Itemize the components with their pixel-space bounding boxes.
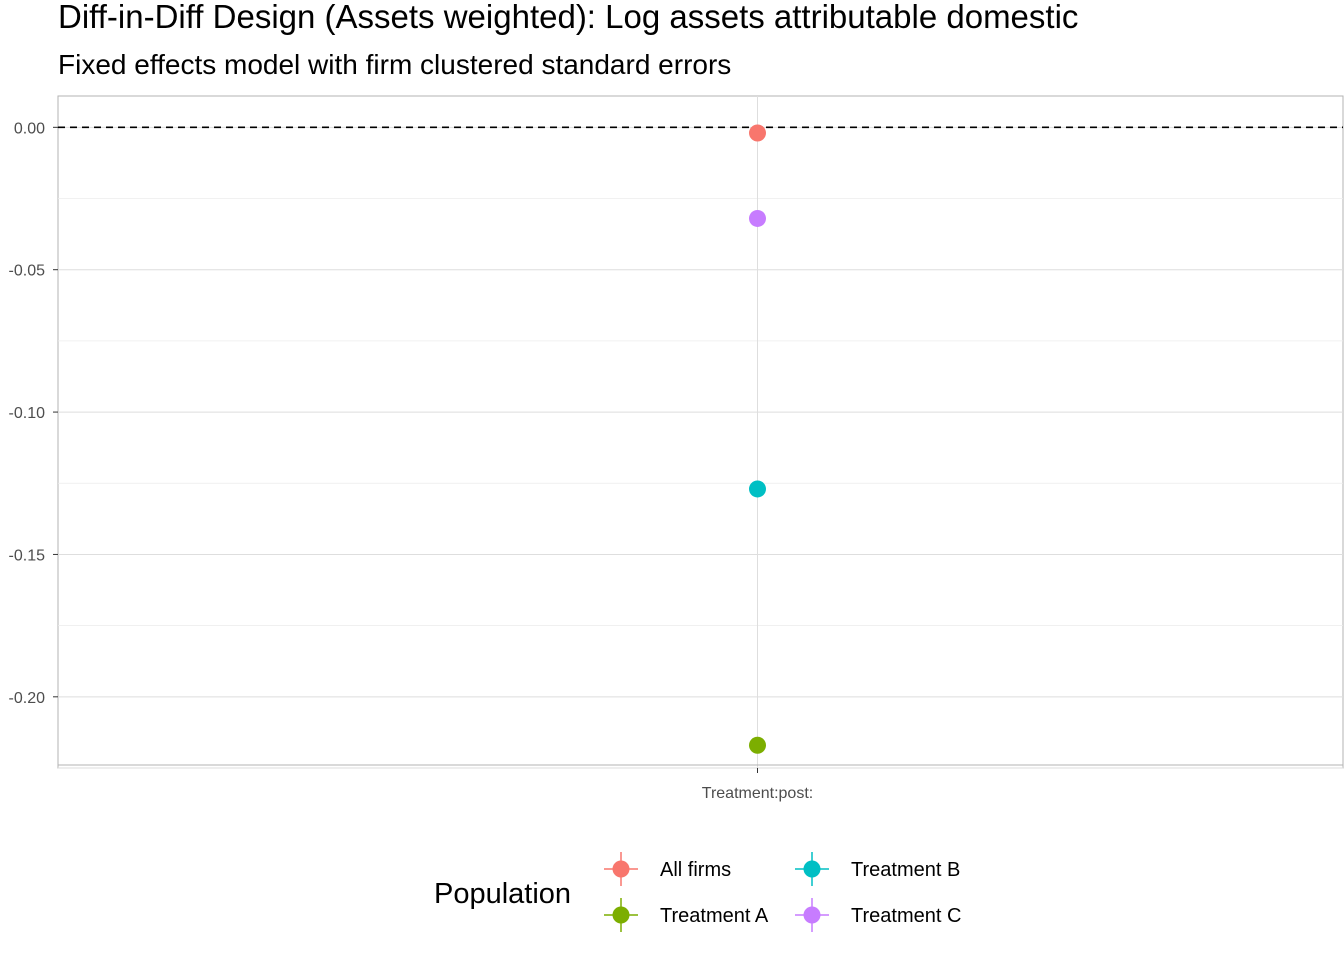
legend-key-point bbox=[612, 860, 630, 878]
data-point bbox=[749, 736, 766, 754]
data-point bbox=[749, 124, 766, 142]
y-tick-label: -0.10 bbox=[9, 405, 46, 422]
y-tick-label: 0.00 bbox=[14, 120, 45, 137]
data-point bbox=[749, 209, 766, 227]
y-tick-label: -0.15 bbox=[9, 547, 46, 564]
chart-title: Diff-in-Diff Design (Assets weighted): L… bbox=[58, 0, 1078, 35]
x-tick-label: Treatment:post: bbox=[702, 785, 813, 802]
y-tick-label: -0.20 bbox=[9, 690, 46, 707]
legend-label: All firms bbox=[660, 859, 731, 881]
legend-key-point bbox=[803, 860, 821, 878]
data-point bbox=[749, 480, 766, 498]
legend-label: Treatment A bbox=[660, 905, 769, 927]
legend-item: All firms bbox=[604, 852, 731, 886]
legend-key-point bbox=[612, 906, 630, 924]
legend-label: Treatment C bbox=[851, 905, 961, 927]
y-tick-label: -0.05 bbox=[9, 263, 46, 280]
plot-area: 0.00 -0.05 -0.10 -0.15 -0.20 Treatment:post: bbox=[9, 95, 1344, 802]
legend-item: Treatment A bbox=[604, 898, 769, 932]
legend-label: Treatment B bbox=[851, 859, 960, 881]
panel-border bbox=[57, 95, 1344, 769]
legend-item: Treatment B bbox=[795, 852, 960, 886]
chart-subtitle: Fixed effects model with firm clustered … bbox=[58, 49, 731, 80]
legend-title: Population bbox=[434, 878, 571, 910]
legend: Population All firms Treatment A Treatment… bbox=[434, 852, 961, 932]
legend-item: Treatment C bbox=[795, 898, 961, 932]
legend-key-point bbox=[803, 906, 821, 924]
